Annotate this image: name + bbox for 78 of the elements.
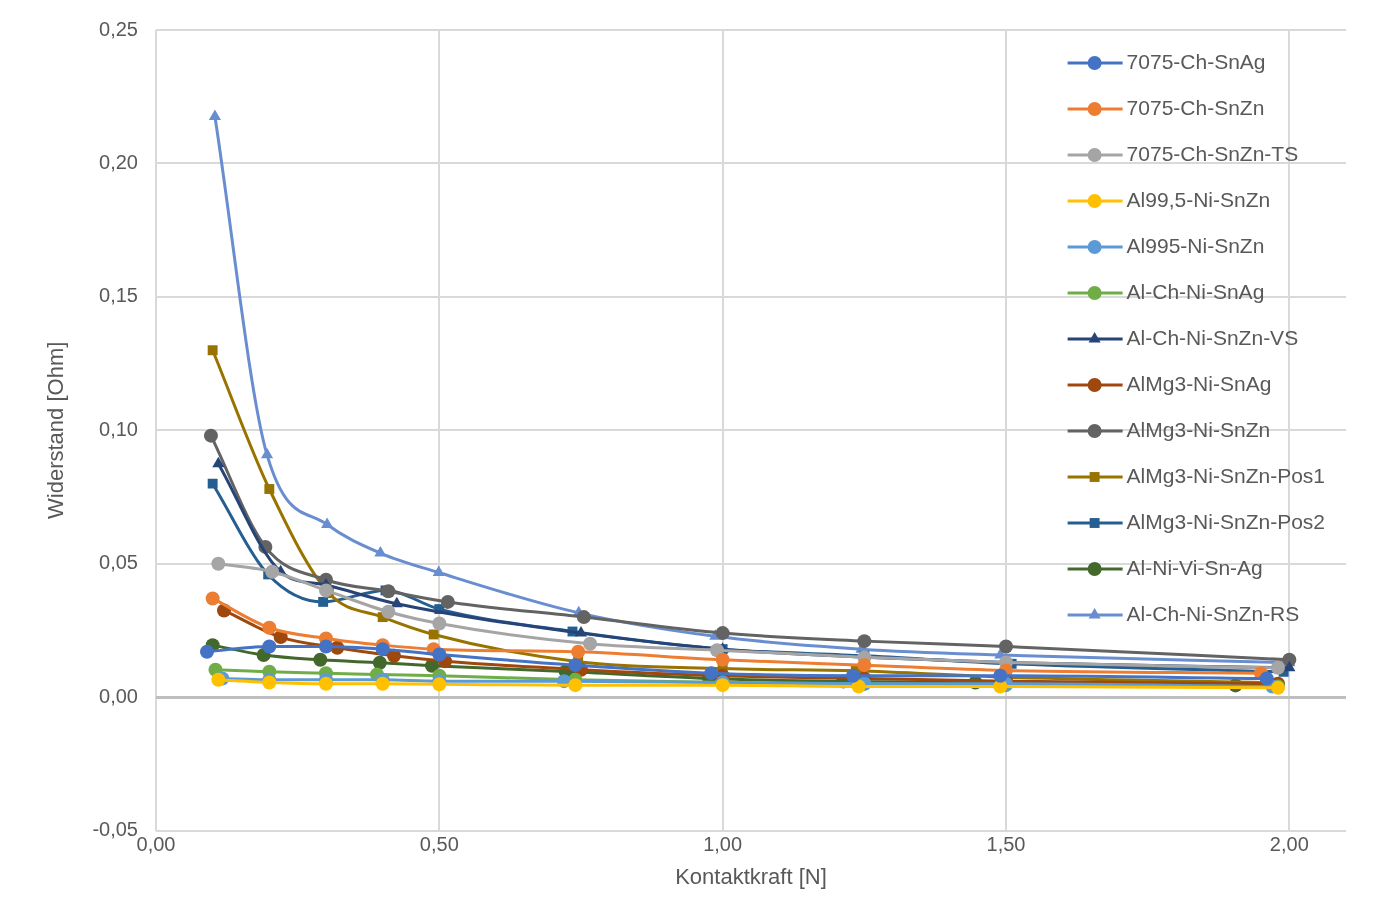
x-tick-label: 0,50 [419,833,459,856]
point [574,626,588,637]
point [375,642,390,657]
x-tick-label: 0,00 [136,833,176,856]
point [211,556,226,571]
y-tick-label: 0,15 [99,284,138,307]
point [857,658,872,673]
point [993,668,1008,683]
legend-label: Al-Ni-Vi-Sn-Ag [1126,555,1263,579]
point [1259,671,1274,686]
point [390,596,403,608]
point [208,109,221,120]
point [851,679,866,694]
point [199,644,214,659]
legend-label: Al-Ch-Ni-SnZn-RS [1126,601,1300,625]
point [381,604,396,619]
x-tick-label: 2,00 [1269,833,1309,856]
point [207,478,218,489]
legend-label: Al995-Ni-SnZn [1126,233,1265,257]
legend-label: 7075-Ch-SnZn-TS [1126,141,1299,165]
legend-label: Al-Ch-Ni-SnAg [1126,279,1265,303]
point [374,546,387,557]
point [321,517,334,528]
point [1271,660,1285,675]
y-tick-label: 0,00 [99,684,138,707]
x-tick-label: 1,50 [986,833,1026,856]
point [583,636,598,651]
y-tick-label: 0,20 [99,150,138,173]
point [207,345,218,356]
y-tick-label: 0,10 [99,417,138,440]
point [571,644,586,659]
point [375,676,390,691]
point [432,565,445,577]
point [265,564,280,579]
point [260,447,274,459]
y-tick-label: 0,25 [99,17,138,40]
legend-label: 7075-Ch-SnZn [1126,95,1265,119]
point [568,678,583,693]
point [704,666,719,681]
point [264,484,275,494]
point [313,652,328,667]
point [262,639,277,654]
x-axis-title: Kontaktkraft [N] [675,863,827,889]
point [428,629,439,640]
point [318,583,333,598]
point [709,643,724,658]
point [845,668,860,683]
point [318,639,333,654]
y-tick-label: 0,05 [99,551,138,574]
point [857,634,872,649]
point [1283,660,1296,672]
legend-label: 7075-Ch-SnAg [1126,49,1266,73]
point [999,639,1013,654]
legend-label: AlMg3-Ni-SnAg [1126,371,1272,395]
point [318,676,333,691]
point [262,620,277,635]
legend-label: AlMg3-Ni-SnZn-Pos2 [1126,509,1326,533]
point [212,456,225,468]
point [211,672,226,687]
legend-label: AlMg3-Ni-SnZn [1126,417,1271,441]
point [372,655,387,670]
point [715,626,730,641]
point [432,647,447,662]
legend-label: AlMg3-Ni-SnZn-Pos1 [1126,463,1326,487]
point [568,658,583,673]
point [318,596,329,607]
x-tick-label: 1,00 [703,833,743,856]
y-tick-label: -0,05 [92,818,138,841]
point [203,428,218,443]
legend-label: Al99,5-Ni-SnZn [1126,187,1271,211]
point [205,591,220,606]
point [440,594,455,609]
legend-label: Al-Ch-Ni-SnZn-VS [1126,325,1299,349]
point [381,584,396,599]
point [715,652,730,667]
point [432,616,447,631]
y-axis-title: Widerstand [Ohm] [43,341,69,519]
point [576,610,591,625]
